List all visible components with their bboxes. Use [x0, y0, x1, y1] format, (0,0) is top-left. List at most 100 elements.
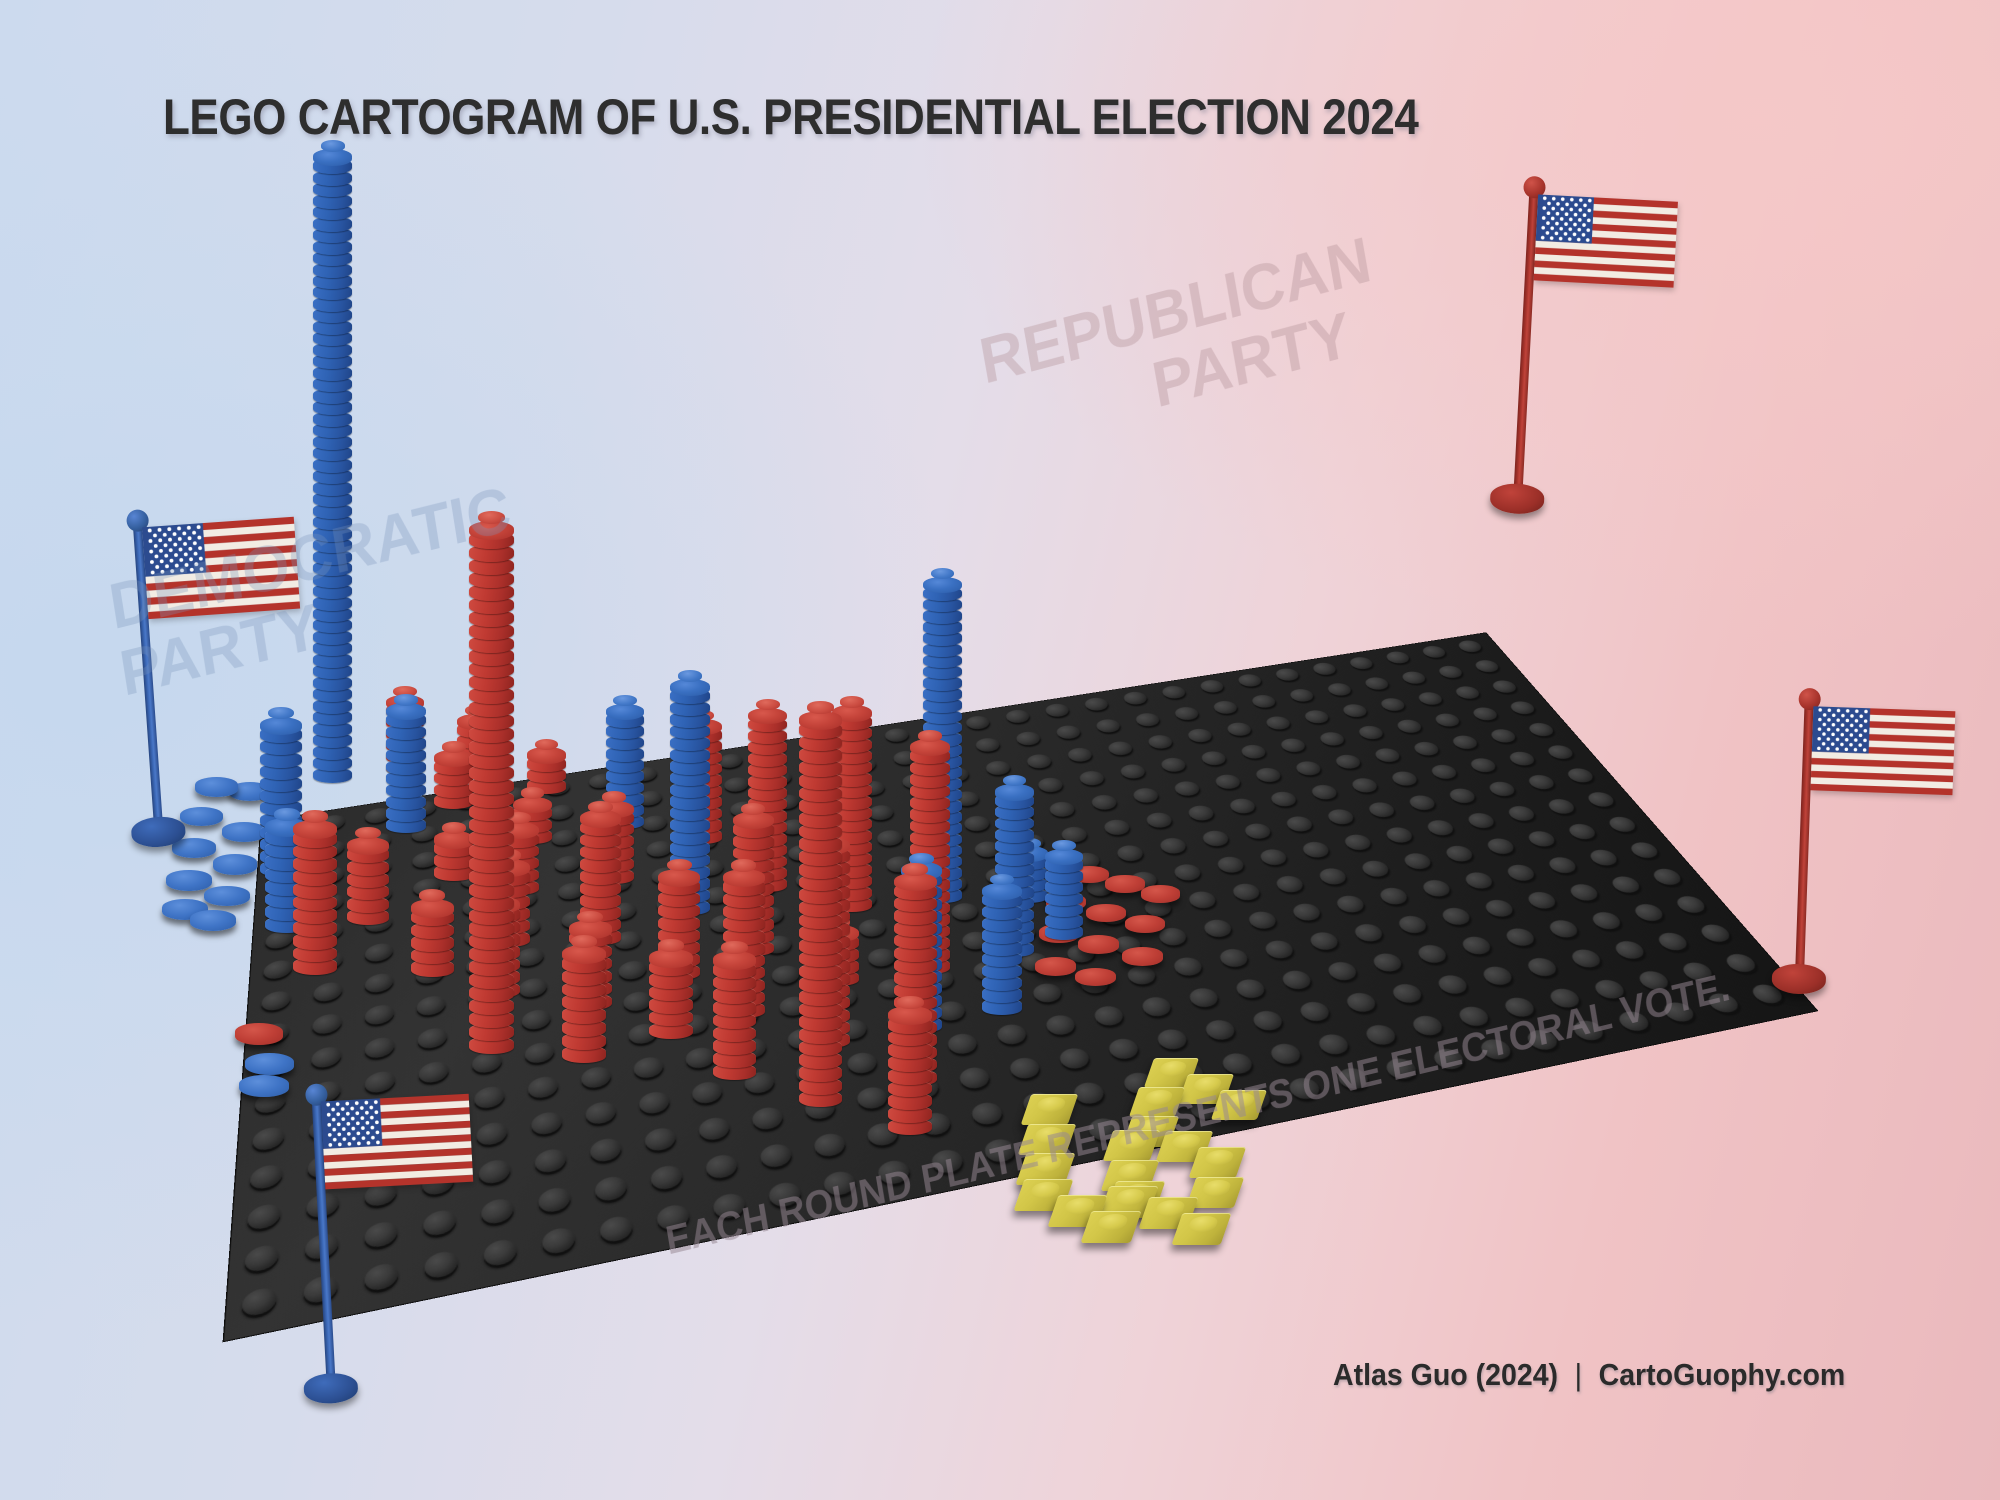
baseplate-stud: [1630, 902, 1668, 923]
baseplate-stud: [1563, 766, 1597, 784]
state-stack-nv[interactable]: [385, 685, 425, 776]
electoral-vote-plate: [923, 675, 962, 691]
baseplate-stud: [1200, 917, 1235, 939]
baseplate-stud: [842, 733, 870, 750]
electoral-vote-plate: [312, 594, 353, 611]
single-electoral-vote-plate[interactable]: [166, 870, 212, 891]
baseplate-stud: [1696, 922, 1735, 944]
electoral-vote-plate: [260, 762, 302, 780]
baseplate-stud: [1017, 951, 1051, 973]
baseplate-stud: [1634, 969, 1673, 992]
baseplate-stud: [364, 1141, 397, 1169]
baseplate-stud: [711, 1191, 747, 1221]
baseplate-stud: [364, 1035, 395, 1060]
baseplate-stud: [1301, 708, 1332, 725]
baseplate-stud: [1721, 952, 1761, 974]
baseplate-stud: [1245, 909, 1280, 931]
baseplate-stud: [1127, 870, 1160, 890]
single-electoral-vote-plate[interactable]: [172, 838, 217, 859]
baseplate-stud: [1015, 832, 1047, 852]
baseplate-stud: [249, 1162, 283, 1191]
electoral-vote-plate: [457, 722, 496, 738]
baseplate-stud: [308, 1114, 341, 1142]
single-electoral-vote-plate[interactable]: [195, 777, 239, 797]
single-electoral-vote-plate[interactable]: [212, 854, 258, 875]
baseplate-stud: [821, 1169, 858, 1198]
baseplate-stud: [1249, 1008, 1286, 1033]
single-electoral-vote-plate[interactable]: [161, 899, 208, 920]
baseplate-stud: [1434, 973, 1472, 996]
baseplate-stud: [972, 839, 1003, 859]
baseplate-stud: [1030, 981, 1065, 1005]
baseplate-stud: [608, 900, 638, 922]
baseplate-stud: [1278, 968, 1315, 992]
single-electoral-vote-plate[interactable]: [222, 821, 266, 842]
baseplate-stud: [934, 999, 968, 1023]
stack-stud: [677, 669, 702, 682]
baseplate-stud: [959, 929, 992, 952]
baseplate-stud: [599, 846, 628, 866]
baseplate-stud: [1238, 743, 1269, 760]
baseplate-stud: [1091, 1004, 1127, 1028]
baseplate-stud: [1003, 708, 1032, 725]
stack-top-plate: [748, 707, 788, 725]
electoral-vote-plate: [385, 748, 425, 765]
baseplate-stud: [928, 847, 959, 867]
single-electoral-vote-plate[interactable]: [179, 806, 224, 827]
baseplate-stud: [421, 1168, 455, 1197]
credit-separator: |: [1574, 1357, 1583, 1392]
baseplate-stud: [550, 828, 578, 847]
state-stack-mt[interactable]: [457, 704, 496, 772]
yellow-brick-stud: [1153, 1200, 1187, 1217]
baseplate-stud: [741, 850, 771, 870]
baseplate-stud: [1467, 756, 1500, 774]
electoral-vote-plate: [527, 756, 566, 772]
single-electoral-vote-plate[interactable]: [228, 781, 272, 802]
electoral-vote-plate: [669, 711, 710, 728]
baseplate-stud: [424, 1249, 459, 1281]
electoral-vote-plate: [312, 295, 353, 312]
baseplate-stud: [1035, 776, 1066, 794]
credit-website[interactable]: CartoGuophy.com: [1598, 1357, 1846, 1392]
single-electoral-vote-plate[interactable]: [204, 885, 250, 907]
electoral-vote-plate: [469, 634, 514, 653]
baseplate-stud: [1277, 737, 1309, 754]
baseplate-stud: [969, 1100, 1005, 1127]
baseplate-stud: [909, 796, 939, 815]
baseplate-stud: [1096, 905, 1130, 927]
baseplate-stud: [755, 905, 786, 926]
baseplate-stud: [364, 1179, 397, 1209]
baseplate-stud: [1198, 749, 1229, 767]
state-stack-ca[interactable]: [312, 140, 353, 783]
baseplate-stud: [1085, 1116, 1123, 1143]
electoral-vote-plate: [312, 560, 353, 577]
baseplate-stud: [1317, 730, 1348, 747]
baseplate-stud: [268, 872, 297, 893]
baseplate-stud: [1659, 1000, 1699, 1024]
baseplate-stud: [766, 1180, 803, 1209]
electoral-vote-plate: [469, 764, 514, 783]
yellow-brick-stud: [1114, 1189, 1147, 1206]
baseplate-stud: [364, 1219, 398, 1250]
baseplate-stud: [1014, 730, 1043, 747]
yellow-brick-stud: [1120, 1184, 1154, 1201]
electoral-vote-plate: [312, 456, 353, 473]
baseplate-stud: [891, 749, 920, 767]
electoral-vote-plate: [469, 738, 514, 757]
baseplate-stud: [1272, 667, 1302, 682]
baseplate-stud: [1399, 670, 1429, 686]
single-electoral-vote-plate[interactable]: [190, 910, 237, 932]
baseplate-stud: [417, 1026, 448, 1051]
baseplate-stud: [704, 1152, 739, 1181]
electoral-vote-plate: [312, 617, 353, 634]
baseplate-stud: [1197, 678, 1227, 694]
baseplate-stud: [1120, 1070, 1158, 1096]
baseplate-stud: [1285, 1075, 1324, 1102]
baseplate-stud: [509, 888, 538, 910]
baseplate-stud: [762, 933, 794, 956]
baseplate-stud: [266, 900, 296, 921]
baseplate-stud: [1210, 699, 1240, 716]
electoral-vote-plate: [260, 726, 302, 744]
electoral-vote-plate: [312, 628, 353, 645]
baseplate-stud: [521, 1007, 552, 1032]
